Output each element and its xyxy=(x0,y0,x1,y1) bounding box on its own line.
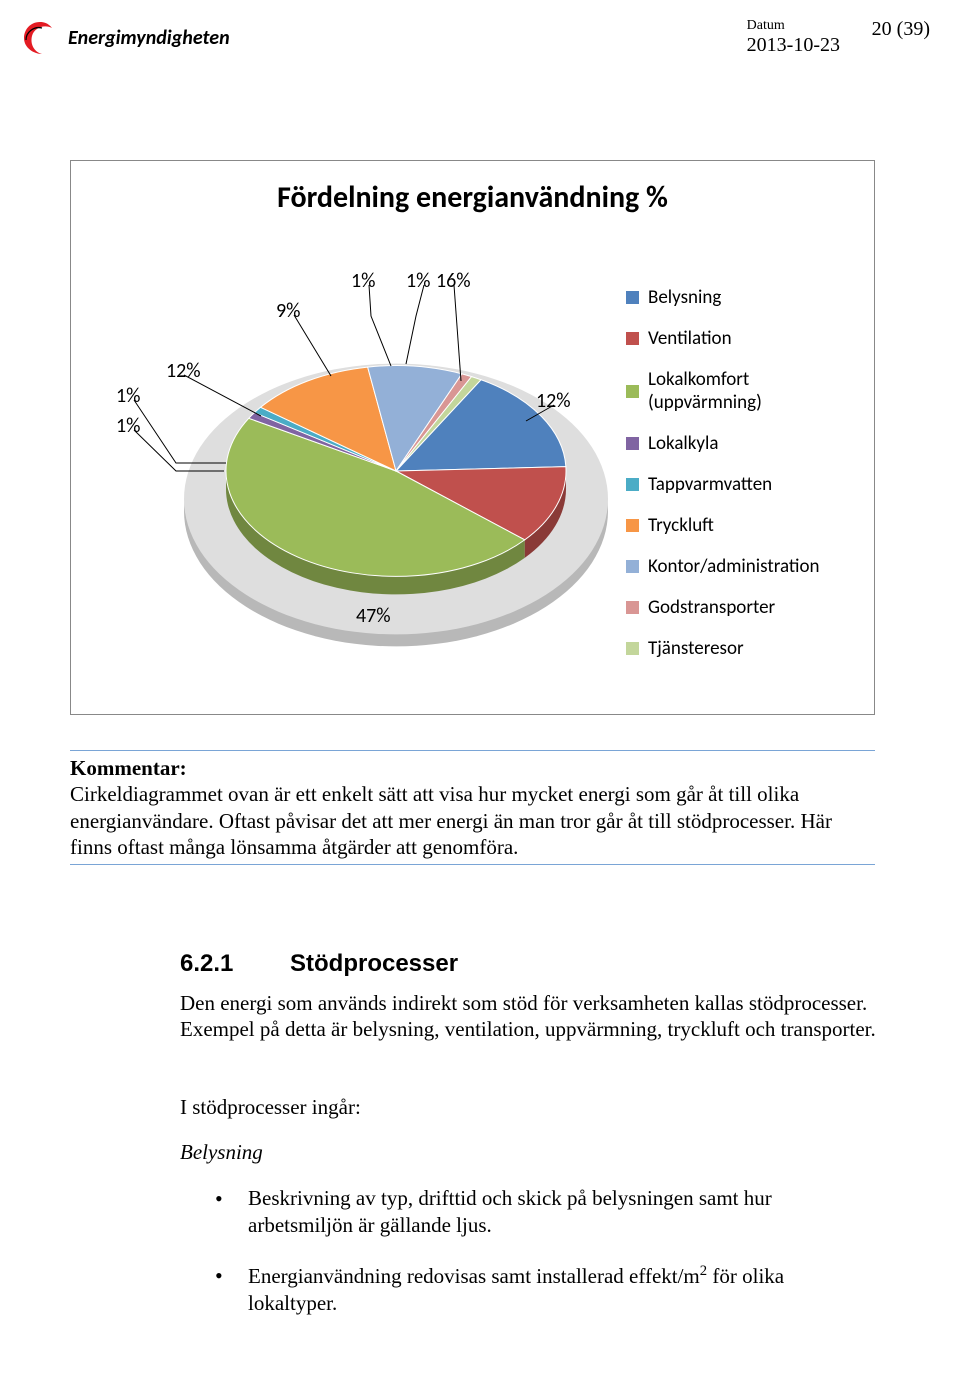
section-number: 6.2.1 xyxy=(180,950,290,978)
section-subhead: Belysning xyxy=(180,1140,880,1165)
svg-text:1%: 1% xyxy=(116,414,140,438)
legend-swatch xyxy=(626,332,639,345)
comment-title: Kommentar: xyxy=(70,756,187,780)
svg-text:12%: 12% xyxy=(536,389,571,413)
legend-label: Tappvarmvatten xyxy=(648,473,772,496)
svg-text:1%: 1% xyxy=(406,269,430,293)
legend-label: Lokalkyla xyxy=(648,432,718,455)
pie-chart: 16% 12% 47% 1% 1% 12% 9% 1% 1% xyxy=(106,261,621,681)
legend-item: Tappvarmvatten xyxy=(626,473,856,496)
date-value: 2013-10-23 xyxy=(747,34,840,57)
page-header: Energimyndigheten Datum 2013-10-23 20 (3… xyxy=(20,18,930,78)
svg-text:9%: 9% xyxy=(276,299,300,323)
svg-text:1%: 1% xyxy=(116,384,140,408)
svg-text:1%: 1% xyxy=(351,269,375,293)
legend-label: Ventilation xyxy=(648,327,732,350)
bullet-item: Energianvändning redovisas samt installe… xyxy=(210,1262,870,1318)
section-paragraph-2: I stödprocesser ingår: xyxy=(180,1095,880,1120)
chart-legend: Belysning Ventilation Lokalkomfort (uppvär… xyxy=(626,286,856,678)
legend-item: Lokalkyla xyxy=(626,432,856,455)
comment-box: Kommentar: Cirkeldiagrammet ovan är ett … xyxy=(70,750,875,865)
legend-swatch xyxy=(626,601,639,614)
section-heading: 6.2.1Stödprocesser xyxy=(180,950,880,978)
legend-label: Godstransporter xyxy=(648,596,775,619)
legend-swatch xyxy=(626,385,639,398)
legend-swatch xyxy=(626,642,639,655)
bullet-list: Beskrivning av typ, drifttid och skick p… xyxy=(210,1185,870,1339)
section-title: Stödprocesser xyxy=(290,950,458,977)
legend-swatch xyxy=(626,560,639,573)
svg-text:16%: 16% xyxy=(436,269,471,293)
legend-label: Tryckluft xyxy=(648,514,714,537)
pie-chart-container: Fördelning energianvändning % 16%12%47%1… xyxy=(70,160,875,715)
chart-title: Fördelning energianvändning % xyxy=(71,179,874,216)
svg-text:12%: 12% xyxy=(166,359,201,383)
legend-swatch xyxy=(626,519,639,532)
legend-label: Kontor/administration xyxy=(648,555,819,578)
legend-item: Lokalkomfort (uppvärmning) xyxy=(626,368,856,414)
legend-label: Tjänsteresor xyxy=(648,637,744,660)
section-paragraph-1: Den energi som används indirekt som stöd… xyxy=(180,990,880,1043)
legend-swatch xyxy=(626,291,639,304)
legend-item: Tjänsteresor xyxy=(626,637,856,660)
legend-swatch xyxy=(626,478,639,491)
date-label: Datum xyxy=(747,18,840,34)
svg-text:47%: 47% xyxy=(356,604,391,628)
comment-body: Cirkeldiagrammet ovan är ett enkelt sätt… xyxy=(70,782,832,859)
legend-item: Kontor/administration xyxy=(626,555,856,578)
legend-item: Tryckluft xyxy=(626,514,856,537)
legend-item: Belysning xyxy=(626,286,856,309)
page-number: 20 (39) xyxy=(872,18,930,41)
legend-item: Ventilation xyxy=(626,327,856,350)
bullet-item: Beskrivning av typ, drifttid och skick p… xyxy=(210,1185,870,1240)
logo-text: Energimyndigheten xyxy=(68,26,230,50)
legend-item: Godstransporter xyxy=(626,596,856,619)
logo-swirl-icon xyxy=(20,18,60,58)
legend-label: Belysning xyxy=(648,286,721,309)
date-block: Datum 2013-10-23 xyxy=(747,18,840,57)
legend-label: Lokalkomfort (uppvärmning) xyxy=(648,368,856,414)
legend-swatch xyxy=(626,437,639,450)
